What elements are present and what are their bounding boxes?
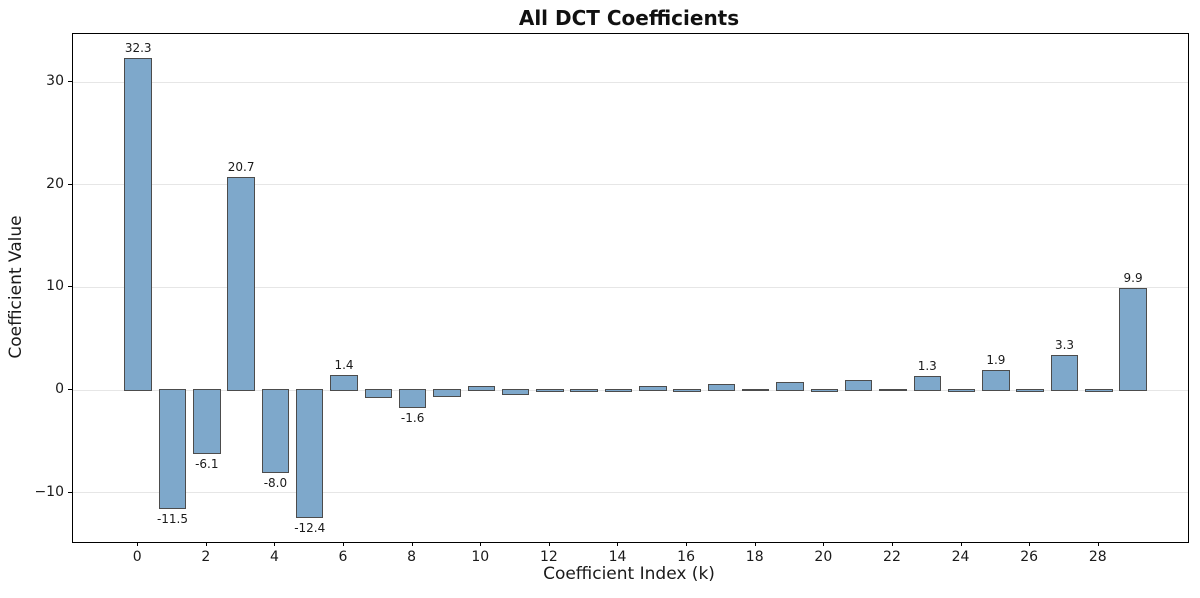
bar-k11	[501, 389, 530, 396]
bar-value-label: -1.6	[400, 410, 425, 425]
gridline	[73, 492, 1188, 494]
bar-k25	[982, 369, 1010, 392]
bar-value-label: 32.3	[124, 40, 152, 55]
x-tick	[1029, 541, 1031, 546]
y-tick	[68, 286, 72, 288]
bar-k2	[193, 389, 221, 454]
x-tick	[274, 541, 276, 546]
y-tick-label: 30	[46, 73, 64, 90]
bar-k29	[1119, 287, 1147, 392]
y-tick-label: −10	[34, 483, 64, 500]
bar-value-label: 1.9	[986, 352, 1006, 367]
x-tick-label: 18	[745, 549, 764, 565]
bar-value-label: -8.0	[263, 476, 288, 491]
x-tick-label: 0	[132, 549, 142, 565]
bar-k23	[913, 375, 941, 392]
bar-k6	[330, 374, 358, 392]
gridline	[73, 81, 1188, 83]
x-tick-label: 12	[539, 549, 558, 565]
x-tick	[891, 541, 893, 546]
bar-k15	[639, 386, 667, 392]
x-axis-label: Coefficient Index (k)	[543, 564, 715, 584]
bar-value-label: 1.4	[334, 357, 354, 372]
x-tick-label: 8	[407, 549, 417, 565]
y-tick-label: 20	[46, 175, 64, 192]
y-tick	[68, 183, 72, 185]
y-tick-label: 10	[46, 278, 64, 295]
x-tick	[1097, 541, 1099, 546]
y-axis-label: Coefficient Value	[6, 215, 26, 359]
x-tick-label: 28	[1088, 549, 1107, 565]
bar-value-label: 20.7	[227, 159, 255, 174]
bar-k4	[261, 389, 290, 474]
bar-k5	[296, 389, 324, 519]
bar-k3	[227, 176, 255, 392]
x-tick-label: 22	[883, 549, 901, 565]
x-tick-label: 4	[269, 549, 279, 565]
bar-k1	[158, 389, 187, 510]
bar-k17	[707, 383, 736, 392]
x-tick	[411, 541, 413, 546]
y-tick	[68, 81, 72, 83]
x-tick-label: 24	[951, 549, 970, 565]
gridline	[73, 286, 1188, 288]
bar-k22	[879, 388, 907, 392]
x-tick	[823, 541, 825, 546]
x-tick-label: 20	[814, 549, 833, 565]
bar-value-label: 9.9	[1123, 270, 1143, 285]
x-tick	[137, 541, 139, 546]
bar-k10	[467, 386, 495, 392]
x-tick	[617, 541, 619, 546]
x-tick-label: 6	[338, 549, 348, 565]
plot-area: 32.3 -11.5 -6.1 20.7 -8.0 -12.4 1.4 -1.6 1.3 1.9 3…	[72, 33, 1189, 543]
bar-k7	[364, 389, 393, 399]
x-tick-label: 14	[608, 549, 627, 565]
bar-k28	[1085, 389, 1113, 392]
x-tick	[686, 541, 688, 546]
bar-value-label: -6.1	[195, 456, 219, 471]
bar-k20	[810, 389, 839, 392]
bar-k19	[776, 381, 804, 392]
bar-k14	[604, 389, 633, 393]
x-tick	[343, 541, 345, 546]
gridline	[73, 184, 1188, 186]
bar-k0	[124, 57, 152, 392]
bar-k21	[844, 379, 873, 392]
bar-value-label: -12.4	[294, 521, 326, 536]
bar-k26	[1016, 389, 1044, 392]
bar-value-label: -11.5	[156, 512, 189, 527]
y-tick-label: 0	[55, 381, 64, 398]
x-tick	[960, 541, 962, 546]
bar-k13	[570, 389, 598, 393]
bar-k24	[947, 389, 976, 392]
x-tick-label: 26	[1020, 549, 1039, 565]
bar-k27	[1050, 355, 1079, 392]
bar-value-label: 3.3	[1054, 338, 1075, 353]
bar-k8	[398, 389, 427, 408]
x-tick	[480, 541, 482, 546]
y-tick	[68, 389, 72, 391]
chart-title: All DCT Coefficients	[518, 6, 740, 30]
x-tick	[205, 541, 207, 546]
bar-value-label: 1.3	[917, 358, 937, 373]
bar-k16	[673, 389, 701, 393]
x-tick-label: 10	[471, 549, 490, 565]
bar-k18	[742, 388, 770, 392]
x-tick	[548, 541, 550, 546]
bar-k12	[536, 389, 564, 393]
x-tick	[754, 541, 756, 546]
y-tick	[68, 491, 72, 493]
x-tick-label: 2	[201, 549, 211, 565]
x-tick-label: 16	[677, 549, 696, 565]
bar-k9	[433, 389, 461, 398]
